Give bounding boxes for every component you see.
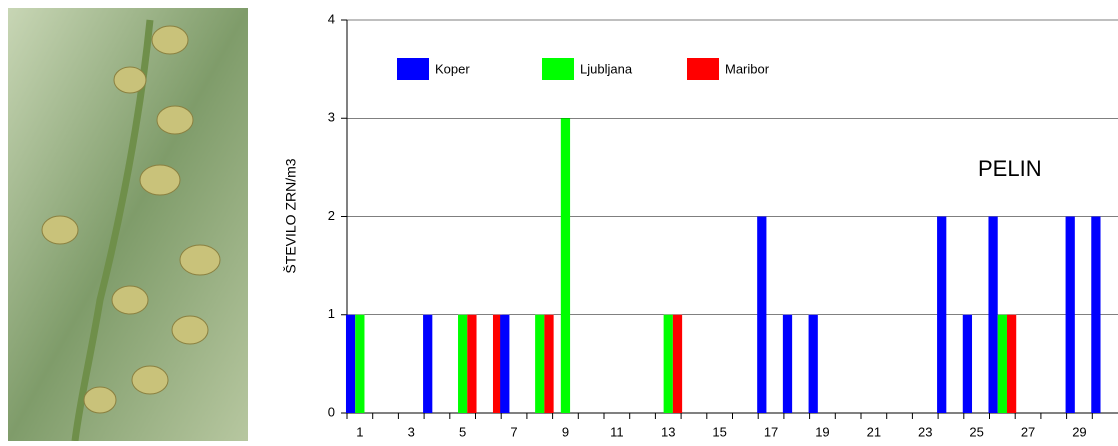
legend-swatch — [397, 58, 429, 80]
bar — [672, 314, 683, 413]
y-tick-label: 2 — [328, 208, 335, 223]
x-tick-label: 17 — [764, 424, 778, 439]
legend-swatch — [687, 58, 719, 80]
y-axis-label: ŠTEVILO ZRN/m3 — [283, 158, 299, 273]
bar — [560, 118, 571, 413]
bar — [1006, 314, 1017, 413]
annotation: PELIN — [978, 156, 1042, 181]
bar — [962, 314, 973, 413]
legend-label: Ljubljana — [580, 61, 633, 76]
bar — [808, 314, 818, 413]
x-tick-label: 1 — [356, 424, 363, 439]
bar — [757, 216, 767, 413]
bar — [423, 314, 433, 413]
x-tick-label: 25 — [969, 424, 983, 439]
legend-label: Maribor — [725, 61, 770, 76]
bar — [500, 314, 510, 413]
x-tick-label: 27 — [1021, 424, 1035, 439]
x-tick-label: 11 — [610, 424, 624, 439]
bar — [988, 216, 998, 413]
photo — [8, 8, 248, 442]
bar — [1065, 216, 1075, 413]
bar — [544, 314, 554, 413]
bar — [492, 314, 503, 413]
bar — [937, 216, 947, 413]
x-tick-label: 7 — [510, 424, 517, 439]
bar — [997, 314, 1007, 413]
bar — [1091, 216, 1101, 413]
y-tick-label: 3 — [328, 110, 335, 125]
bar — [535, 314, 545, 413]
legend-swatch — [542, 58, 574, 80]
x-tick-label: 15 — [712, 424, 726, 439]
x-tick-label: 29 — [1072, 424, 1086, 439]
bar — [663, 314, 673, 413]
bar — [467, 314, 477, 413]
x-tick-label: 3 — [408, 424, 415, 439]
x-tick-label: 9 — [562, 424, 569, 439]
y-tick-label: 0 — [328, 404, 335, 419]
bar — [345, 314, 356, 413]
x-tick-label: 23 — [918, 424, 932, 439]
x-tick-label: 5 — [459, 424, 466, 439]
legend-label: Koper — [435, 61, 470, 76]
x-tick-label: 13 — [661, 424, 675, 439]
bar — [355, 314, 365, 413]
x-tick-label: 19 — [815, 424, 829, 439]
bar — [782, 314, 793, 413]
bar — [458, 314, 468, 413]
x-tick-label: 21 — [867, 424, 881, 439]
y-tick-label: 4 — [328, 11, 335, 26]
y-tick-label: 1 — [328, 306, 335, 321]
